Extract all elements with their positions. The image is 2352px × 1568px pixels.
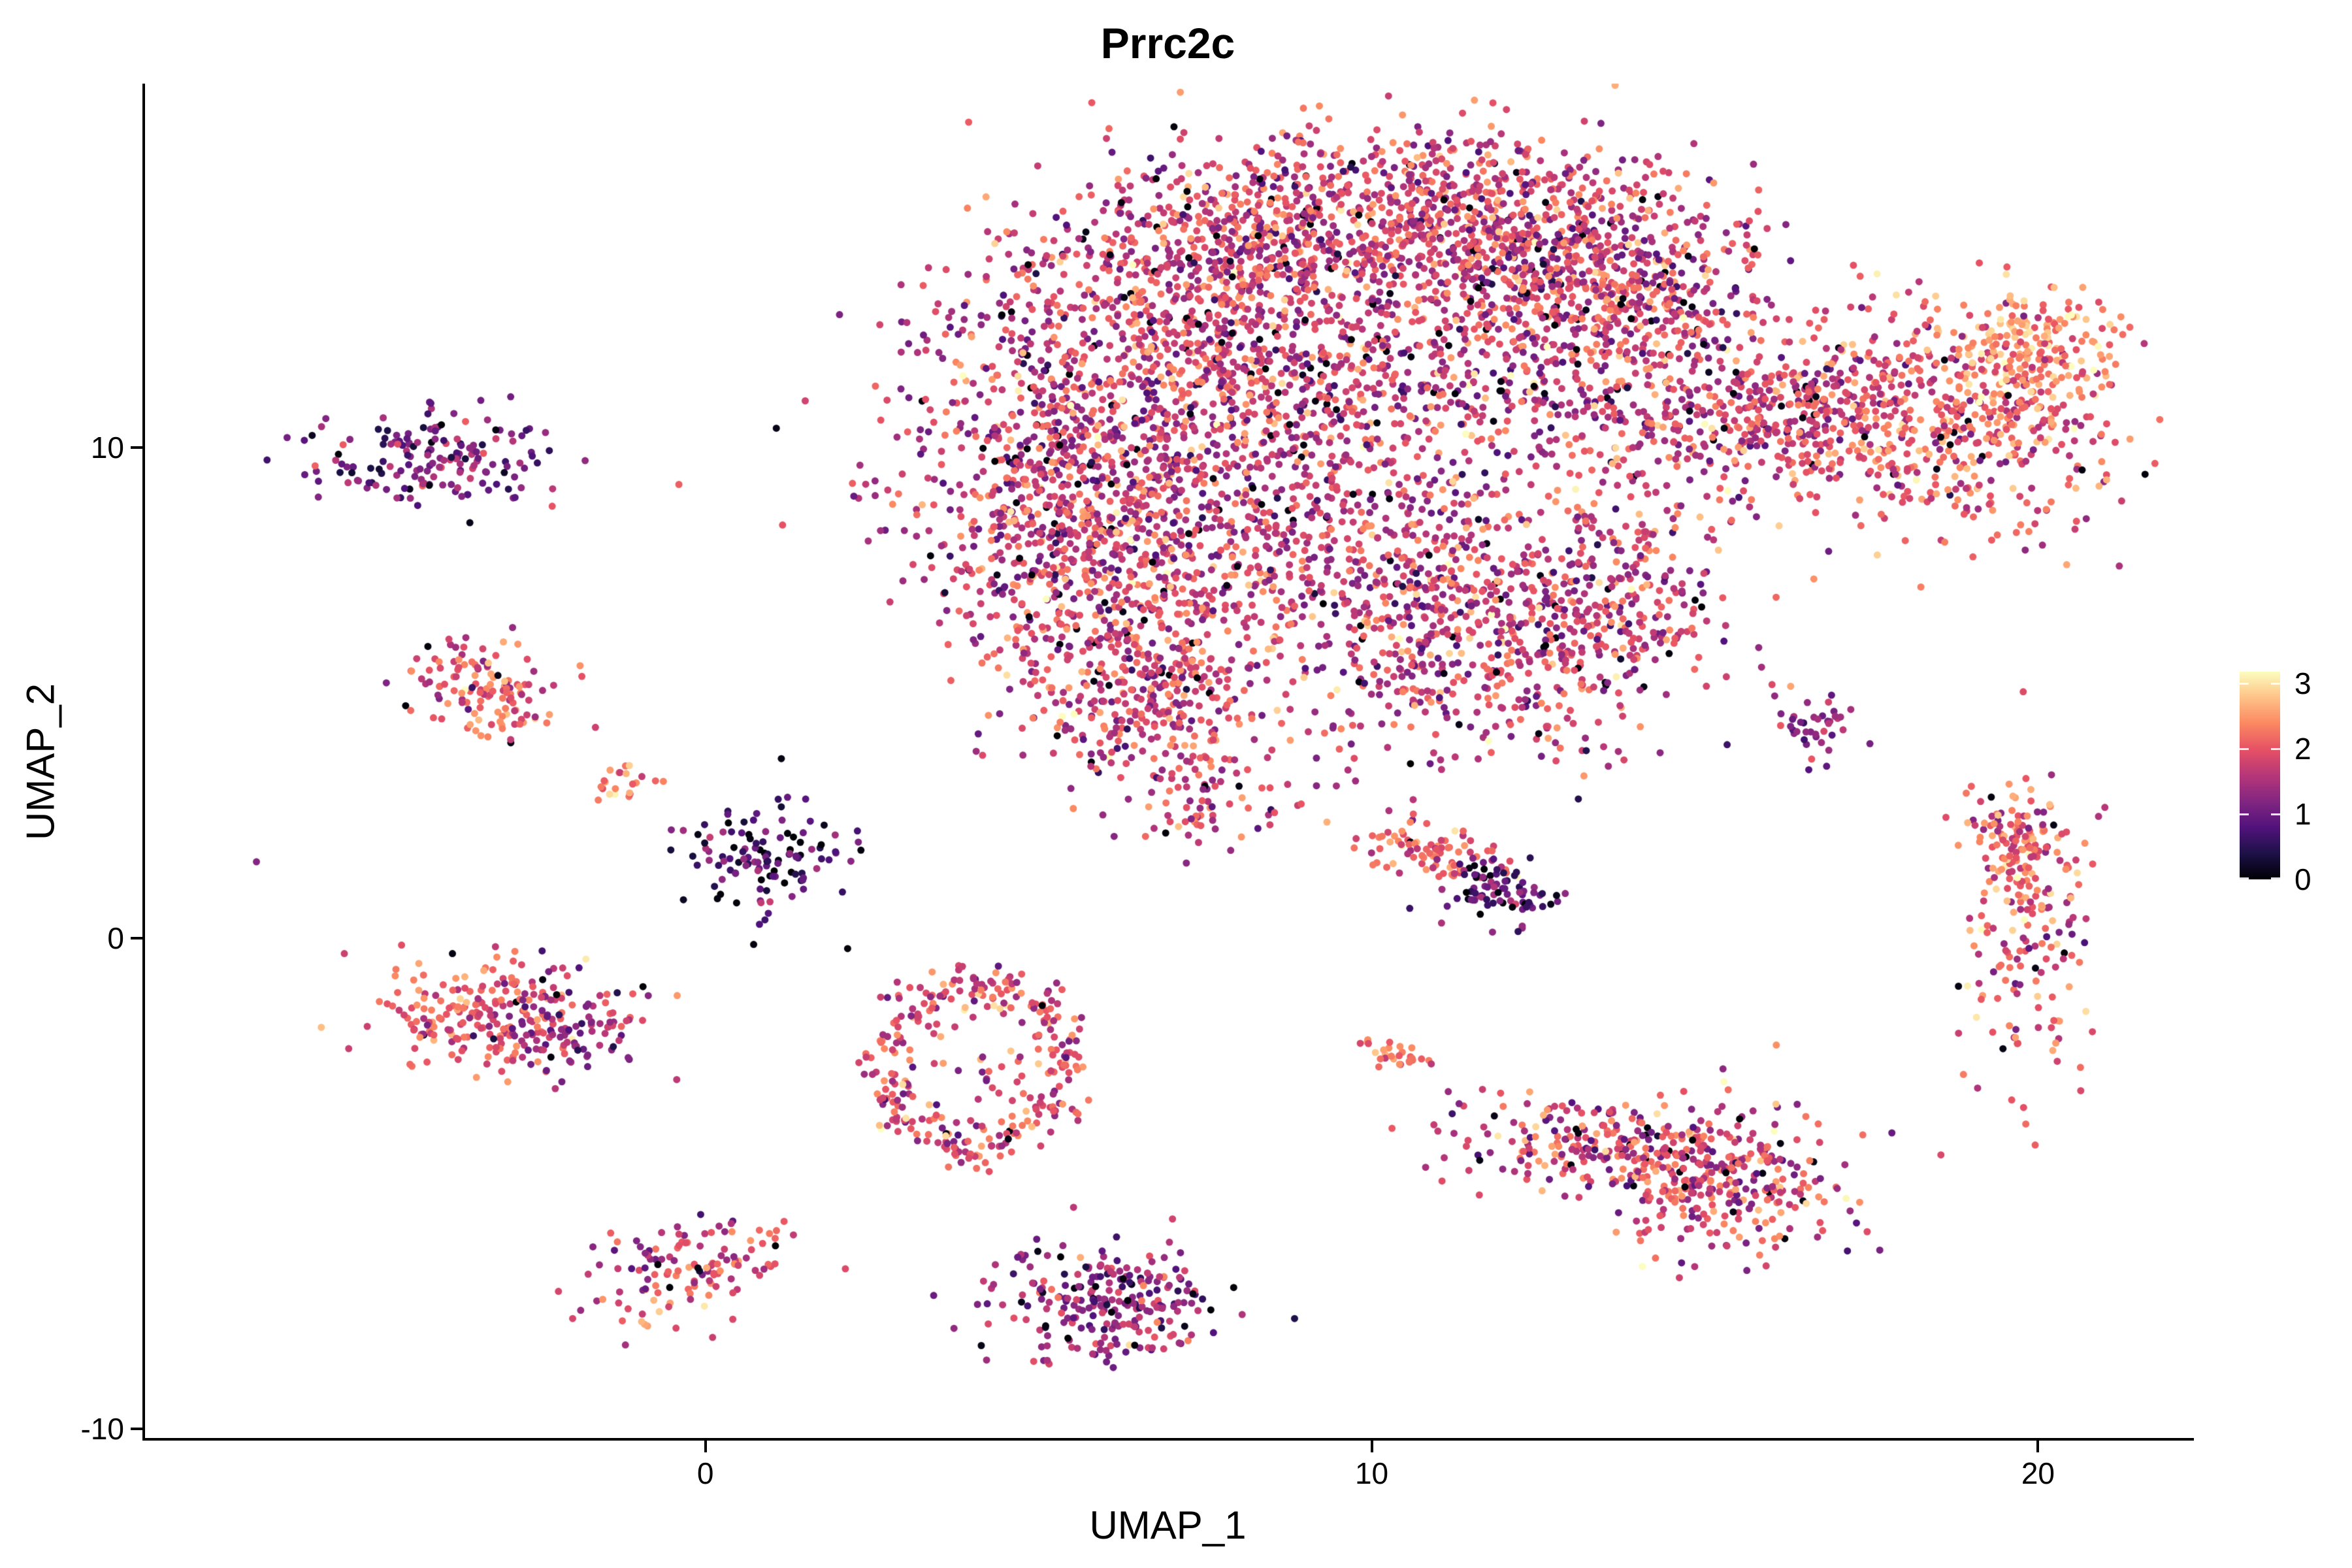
y-tick-mark xyxy=(131,1428,142,1431)
colorbar-gradient xyxy=(2240,672,2280,879)
colorbar-tick-dash xyxy=(2240,877,2249,879)
y-tick-label: 10 xyxy=(90,431,124,465)
x-tick-mark xyxy=(1370,1441,1373,1452)
colorbar-tick-dash xyxy=(2271,877,2280,879)
y-tick-label: 0 xyxy=(107,921,124,956)
x-tick-mark xyxy=(704,1441,707,1452)
colorbar-tick-dash xyxy=(2240,683,2249,685)
x-tick-label: 10 xyxy=(1354,1456,1389,1490)
y-tick-mark xyxy=(131,937,142,940)
y-axis-title: UMAP_2 xyxy=(18,683,63,841)
colorbar-tick-dash xyxy=(2271,748,2280,750)
colorbar-tick-label: 1 xyxy=(2295,797,2311,831)
y-tick-mark xyxy=(131,446,142,449)
y-axis-line xyxy=(142,84,145,1441)
chart-title: Prrc2c xyxy=(1100,19,1235,67)
colorbar-tick-dash xyxy=(2240,748,2249,750)
y-tick-label: -10 xyxy=(80,1412,124,1446)
colorbar-tick-label: 3 xyxy=(2295,666,2311,700)
colorbar-tick-dash xyxy=(2240,813,2249,815)
colorbar-tick-label: 0 xyxy=(2295,862,2311,896)
x-tick-mark xyxy=(2036,1441,2040,1452)
x-axis-line xyxy=(142,1438,2194,1441)
x-axis-title: UMAP_1 xyxy=(1089,1503,1247,1547)
x-tick-label: 0 xyxy=(696,1456,714,1490)
x-tick-label: 20 xyxy=(2021,1456,2055,1490)
colorbar-tick-label: 2 xyxy=(2295,732,2311,766)
colorbar-tick-dash xyxy=(2271,683,2280,685)
colorbar-tick-dash xyxy=(2271,813,2280,815)
